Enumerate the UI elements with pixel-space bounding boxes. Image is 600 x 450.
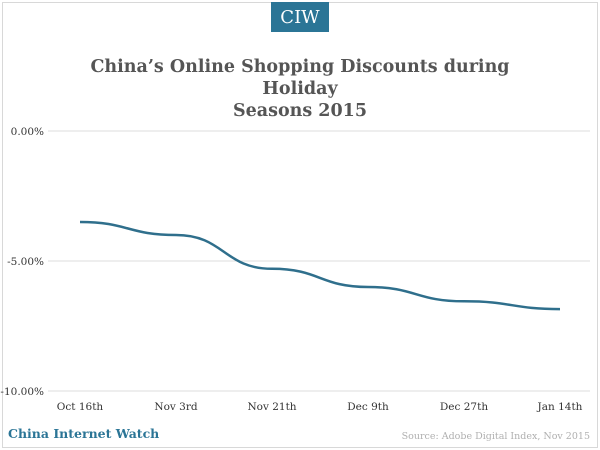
x-axis-ticks: Oct 16th Nov 3rd Nov 21th Dec 9th Dec 27th Ja…: [57, 401, 583, 413]
y-axis-ticks: 0.00% -5.00% -10.00%: [0, 126, 44, 398]
brand-label[interactable]: China Internet Watch: [8, 426, 160, 441]
y-tick-label: -5.00%: [7, 256, 44, 268]
chart-title-line-2: Seasons 2015: [232, 101, 367, 121]
x-tick-label: Dec 27th: [440, 401, 488, 413]
y-tick-label: 0.00%: [11, 126, 44, 138]
x-tick-label: Dec 9th: [347, 401, 389, 413]
source-note: Source: Adobe Digital Index, Nov 2015: [401, 431, 590, 442]
y-tick-label: -10.00%: [0, 386, 44, 398]
x-tick-label: Nov 21th: [247, 401, 296, 413]
x-tick-label: Jan 14th: [537, 401, 583, 413]
series-line: [79, 220, 561, 311]
x-tick-label: Oct 16th: [57, 401, 104, 413]
chart-title-line-1: China’s Online Shopping Discounts during…: [90, 57, 510, 99]
x-tick-label: Nov 3rd: [154, 401, 197, 413]
chart-title: China’s Online Shopping Discounts during…: [60, 56, 540, 122]
series-line-group: [79, 220, 561, 311]
ciw-logo[interactable]: CIW: [271, 2, 329, 32]
gridlines: [48, 130, 590, 392]
